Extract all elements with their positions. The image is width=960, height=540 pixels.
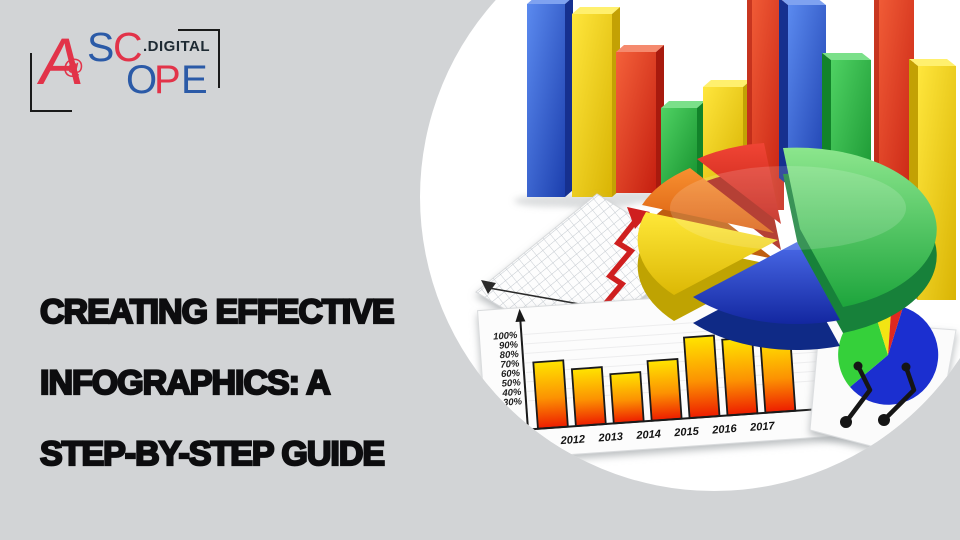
gradient-bar [646, 358, 683, 422]
x-axis [527, 408, 818, 431]
gradient-bars [532, 334, 797, 430]
pie-slice-green [783, 147, 937, 307]
pie-gloss [670, 166, 906, 250]
y-axis-arrowhead [515, 308, 526, 323]
y-tick: 50% [501, 377, 521, 389]
red-zigzag-trend-arrow [598, 217, 640, 311]
y-tick: 70% [500, 358, 520, 370]
logo-letter-p: P [154, 58, 181, 102]
y-tick: 100% [493, 330, 519, 343]
gradient-bar [532, 359, 569, 430]
logo-letter-e: E [181, 58, 208, 102]
y-tick: 30% [503, 396, 523, 408]
y-tick: 90% [499, 339, 519, 351]
node-connectors [840, 361, 917, 428]
logo-letter-c: C [113, 24, 143, 70]
gradient-bar [682, 334, 721, 420]
y-axis [519, 317, 529, 430]
logo-letter-o: O [126, 58, 158, 102]
x-tick-year: 2017 [749, 420, 776, 434]
pie-chart-3d [637, 143, 937, 350]
gradient-bar [570, 366, 607, 428]
pie-slice-red [697, 143, 781, 224]
logo-at-symbol: @ [63, 56, 84, 79]
brand-logo: A @ S C .DIGITAL O P E [0, 0, 240, 130]
x-tick-year: 2015 [673, 425, 700, 439]
gradient-bar [721, 336, 759, 417]
x-tick-year: 2014 [635, 428, 661, 442]
logo-letter-s: S [87, 24, 115, 70]
logo-suffix-digital: .DIGITAL [143, 38, 211, 55]
pie-slice-blue [693, 242, 840, 324]
title-line-1: Creating Effective [39, 292, 396, 332]
logo-bracket-top-right [178, 29, 220, 88]
pie-slice-orange [642, 168, 774, 233]
title-line-3: Step-By-Step Guide [39, 434, 386, 474]
y-tick: 60% [501, 368, 521, 380]
x-tick-year: 2016 [711, 423, 738, 437]
page-title: Creating Effective Infographics: A Step-… [39, 277, 510, 490]
x-tick-year: 2012 [559, 433, 585, 447]
title-line-2: Infographics: A [39, 363, 332, 403]
pie-slice-yellow [637, 212, 778, 295]
y-tick: 40% [501, 387, 522, 399]
gradient-bar [609, 371, 645, 425]
x-tick-year: 2013 [597, 431, 623, 445]
y-tick: 80% [499, 349, 519, 361]
logo-bracket-bottom-left [30, 53, 72, 112]
